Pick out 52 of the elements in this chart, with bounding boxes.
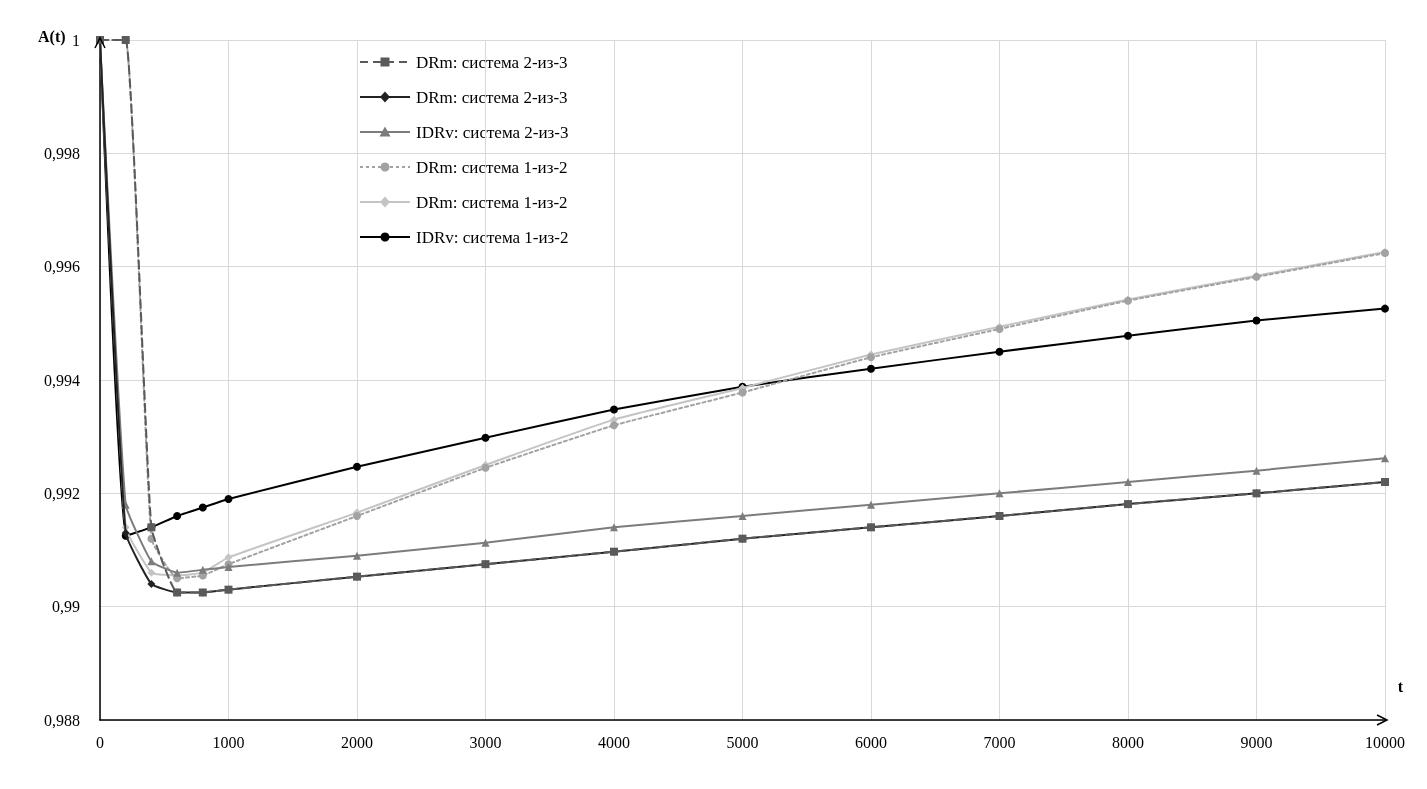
point: [353, 512, 361, 520]
x-tick-label: 1000: [212, 733, 245, 751]
point: [610, 523, 618, 532]
legend-label: IDRv: система 2-из-3: [416, 122, 569, 142]
point: [198, 503, 207, 512]
legend-label: DRm: система 1-из-2: [416, 192, 568, 212]
y-tick-label: 0,996: [44, 258, 80, 276]
point: [738, 512, 747, 520]
point: [995, 347, 1004, 356]
point: [481, 538, 490, 547]
x-tick-label: 4000: [598, 733, 630, 751]
x-axis-title: t: [1397, 677, 1404, 695]
x-tick-label: 3000: [469, 733, 502, 751]
y-tick-label: 0,99: [52, 598, 80, 616]
legend-label: DRm: система 1-из-2: [416, 157, 568, 177]
point: [867, 500, 875, 509]
point: [173, 512, 182, 520]
x-tick-label: 5000: [726, 733, 759, 751]
y-tick-label: 0,992: [44, 484, 80, 502]
point: [995, 489, 1004, 498]
point: [224, 495, 233, 503]
x-tick-label: 10000: [1365, 733, 1405, 751]
y-tick-label: 0,994: [44, 371, 80, 389]
point: [224, 553, 233, 562]
point: [353, 462, 361, 471]
x-tick-label: 9000: [1240, 733, 1273, 751]
legend-label: DRm: система 2-из-3: [416, 87, 568, 107]
point: [147, 580, 156, 588]
point: [610, 405, 618, 414]
point: [147, 568, 156, 577]
y-tick-label: 0,998: [44, 144, 80, 162]
y-tick-label: 1: [72, 31, 80, 49]
point: [1252, 466, 1261, 475]
point: [481, 433, 490, 442]
point: [1124, 478, 1132, 486]
point: [1252, 316, 1261, 325]
point: [353, 551, 361, 560]
x-tick-label: 7000: [983, 733, 1016, 751]
x-tick-label: 0: [96, 733, 104, 751]
x-tick-label: 2000: [341, 733, 373, 751]
legend-label: DRm: система 2-из-3: [416, 52, 568, 72]
y-axis-title: A(t): [38, 27, 66, 46]
x-tick-label: 6000: [855, 733, 887, 751]
point: [738, 388, 747, 397]
point: [1381, 304, 1389, 313]
legend-label: IDRv: система 1-из-2: [416, 227, 569, 247]
x-tick-label: 8000: [1112, 733, 1144, 751]
point: [867, 364, 875, 373]
point: [610, 421, 618, 430]
y-tick-label: 0,988: [44, 711, 80, 729]
point: [1381, 454, 1389, 463]
point: [1124, 331, 1132, 340]
